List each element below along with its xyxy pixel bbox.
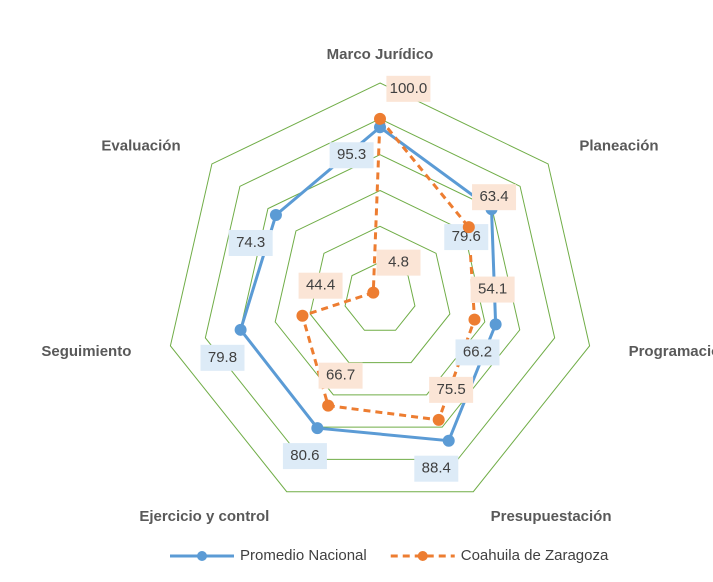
data-label-box <box>318 362 363 389</box>
data-label: 79.6 <box>452 228 481 245</box>
data-label-box <box>200 344 245 371</box>
data-label: 79.8 <box>208 349 237 366</box>
data-point <box>311 422 324 435</box>
data-label: 66.2 <box>463 343 492 360</box>
category-label: Programación <box>629 343 713 360</box>
data-point <box>322 399 335 412</box>
legend-marker <box>197 551 207 561</box>
data-point <box>489 318 502 331</box>
category-label: Planeación <box>579 137 658 154</box>
data-label: 88.4 <box>422 460 451 477</box>
data-label: 44.4 <box>306 277 335 294</box>
category-label: Evaluación <box>101 137 180 154</box>
legend-label: Coahuila de Zaragoza <box>461 547 609 564</box>
data-label-box <box>376 249 421 276</box>
data-label: 4.8 <box>388 254 409 271</box>
data-point <box>374 121 386 134</box>
grid-ring <box>169 82 591 493</box>
data-point <box>296 309 309 322</box>
category-label: Presupuestación <box>491 508 612 525</box>
data-label-box <box>429 376 474 403</box>
data-point <box>432 413 445 426</box>
grid-ring <box>309 225 451 364</box>
category-label: Marco Jurídico <box>327 46 434 63</box>
legend-label: Promedio Nacional <box>240 547 367 564</box>
data-point <box>374 112 386 125</box>
grid-ring <box>239 154 521 428</box>
data-label-box <box>472 184 517 211</box>
data-point <box>442 434 455 447</box>
data-label: 95.3 <box>337 146 366 163</box>
category-label: Seguimiento <box>41 343 131 360</box>
data-point <box>234 323 247 336</box>
data-point <box>269 209 282 222</box>
data-label: 74.3 <box>236 234 265 251</box>
category-label: Ejercicio y control <box>139 508 269 525</box>
data-label: 100.0 <box>390 80 428 97</box>
data-label: 75.5 <box>437 381 466 398</box>
series-line <box>300 114 477 422</box>
legend-marker <box>417 551 428 561</box>
data-label-box <box>298 272 343 299</box>
data-point <box>468 313 481 326</box>
data-label-box <box>470 276 515 303</box>
data-point <box>367 286 380 299</box>
data-label: 80.6 <box>290 447 319 464</box>
data-point <box>462 221 475 234</box>
data-label-box <box>386 75 431 102</box>
data-label-box <box>228 230 273 257</box>
data-label: 54.1 <box>478 281 507 298</box>
data-label-box <box>329 142 374 169</box>
data-label-box <box>414 455 459 482</box>
data-label-box <box>282 443 327 470</box>
grid-ring <box>204 118 556 460</box>
grid-ring <box>344 261 416 331</box>
data-label: 63.4 <box>479 188 508 205</box>
data-label: 66.7 <box>326 367 355 384</box>
data-label-box <box>455 339 500 366</box>
